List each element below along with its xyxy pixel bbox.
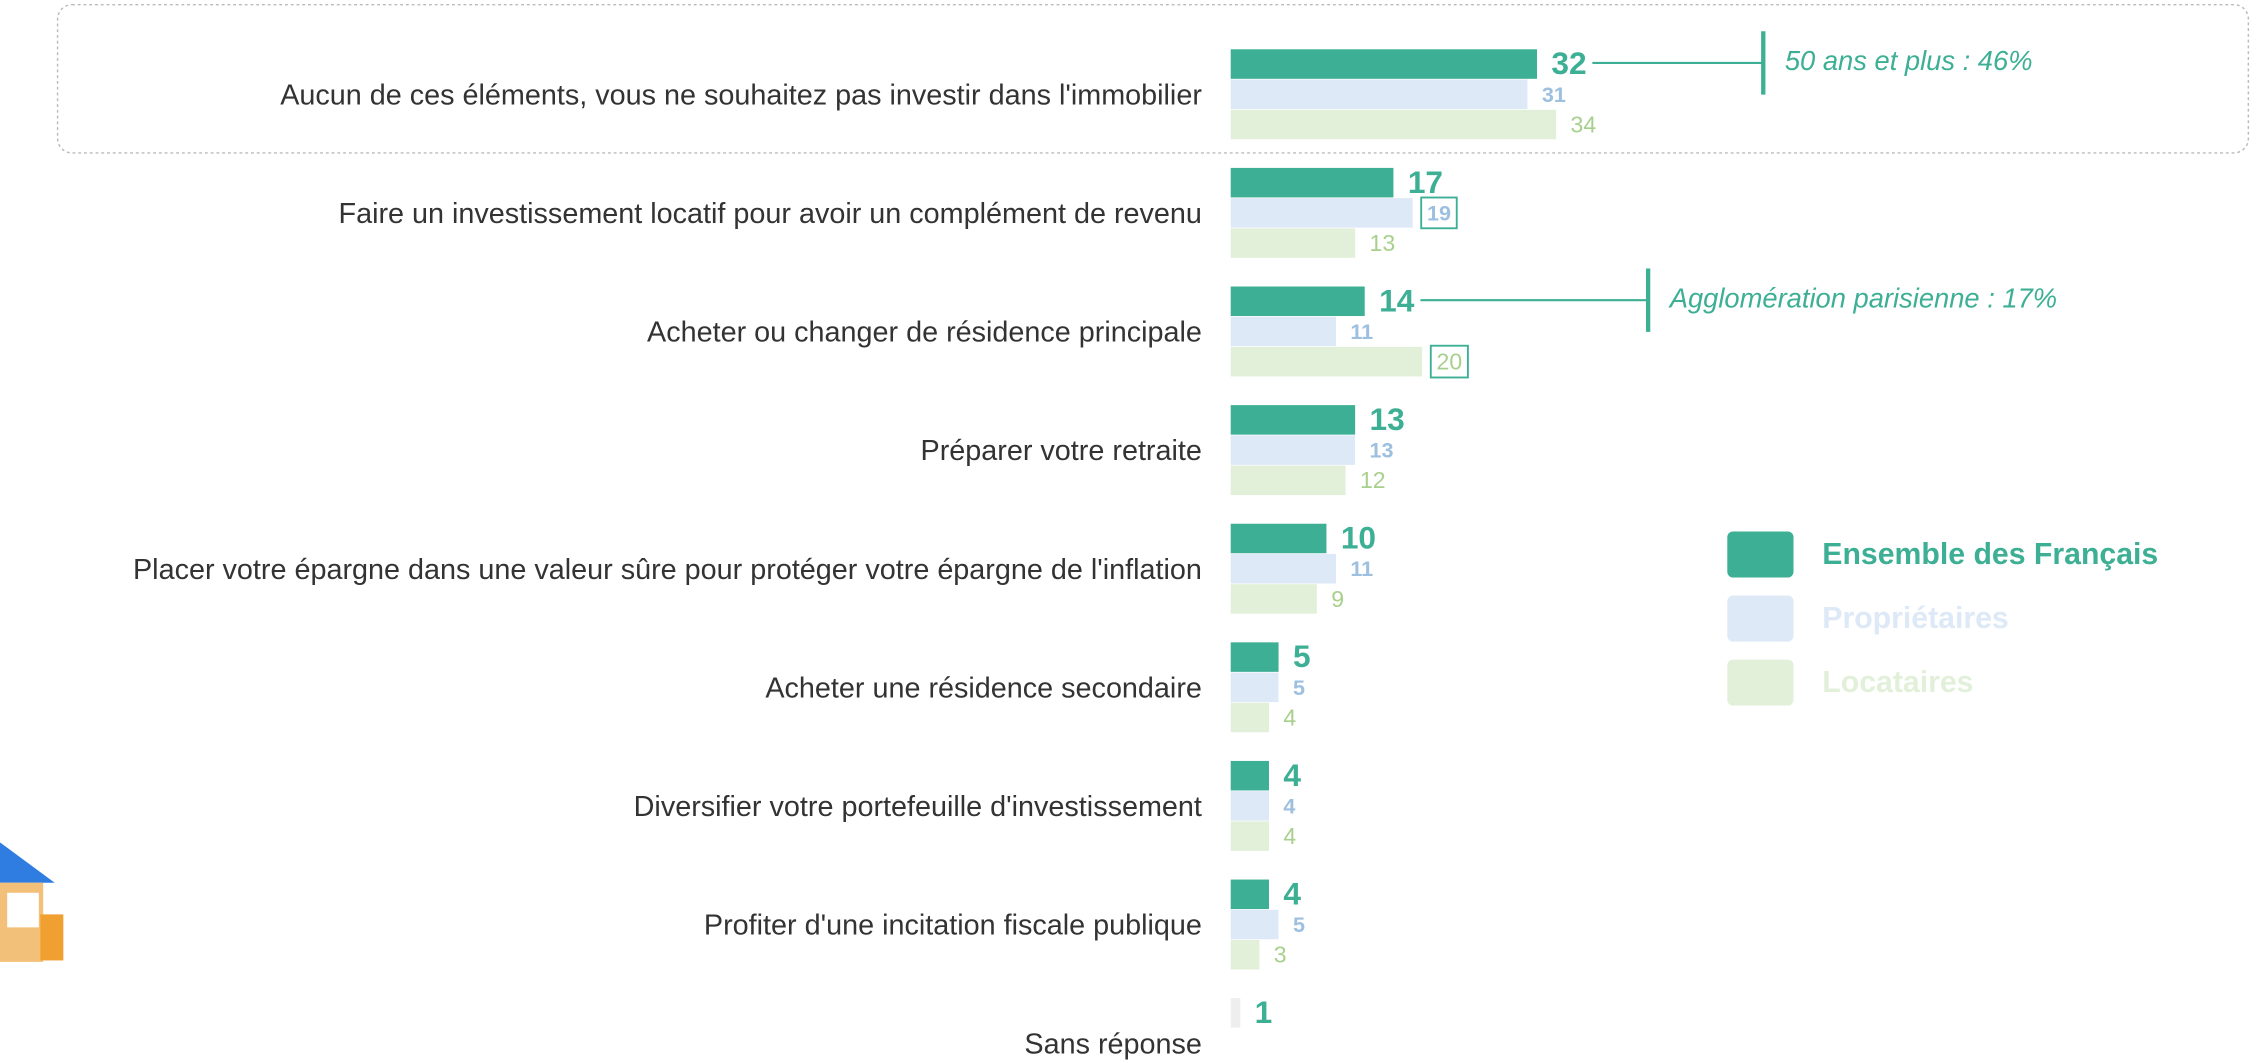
category-label: Aucun de ces éléments, vous ne souhaitez…	[280, 79, 1202, 111]
value-label: 13	[1370, 401, 1405, 437]
bar	[1230, 79, 1528, 110]
category-label: Placer votre épargne dans une valeur sûr…	[133, 554, 1202, 586]
legend-swatch	[1727, 531, 1794, 578]
value-label: 9	[1331, 586, 1344, 612]
value-label: 19	[1427, 200, 1451, 225]
value-label: 20	[1437, 349, 1463, 375]
value-label: 4	[1283, 823, 1296, 849]
legend-label: Locataires	[1822, 666, 1973, 699]
category-label: Faire un investissement locatif pour avo…	[339, 198, 1202, 230]
bar	[1230, 672, 1279, 703]
category-label: Diversifier votre portefeuille d'investi…	[634, 791, 1202, 823]
value-label: 5	[1293, 912, 1305, 937]
bar	[1230, 821, 1269, 851]
value-label: 34	[1571, 111, 1597, 137]
bar	[1230, 642, 1279, 672]
legend-swatch	[1727, 659, 1794, 706]
value-label: 17	[1408, 164, 1443, 200]
bar	[1230, 879, 1269, 910]
bar	[1230, 702, 1269, 733]
value-label: 11	[1350, 556, 1373, 581]
bar	[1230, 316, 1336, 347]
value-label: 1	[1255, 994, 1273, 1030]
category-label: Profiter d'une incitation fiscale publiq…	[704, 910, 1202, 942]
bar	[1230, 346, 1423, 377]
value-label: 4	[1283, 875, 1301, 911]
bar	[1230, 465, 1346, 496]
bar	[1230, 791, 1269, 821]
bar	[1230, 584, 1317, 614]
value-highlight	[1429, 344, 1469, 379]
bar	[1230, 760, 1269, 791]
bar	[1230, 553, 1336, 584]
value-label: 31	[1542, 82, 1566, 107]
bar	[1230, 109, 1557, 140]
value-label: 10	[1341, 520, 1376, 556]
bar	[1230, 909, 1279, 940]
value-label: 13	[1370, 438, 1394, 463]
value-label: 14	[1379, 282, 1415, 318]
category-label: Acheter ou changer de résidence principa…	[647, 317, 1202, 349]
bar	[1230, 286, 1365, 317]
bar	[1230, 167, 1394, 198]
legend-swatch	[1727, 595, 1794, 642]
value-label: 5	[1293, 675, 1305, 700]
value-label: 4	[1283, 704, 1296, 730]
value-highlight	[1420, 196, 1458, 230]
category-label: Sans réponse	[1024, 1028, 1202, 1060]
bar	[1230, 940, 1260, 970]
bar	[1230, 998, 1241, 1028]
value-label: 32	[1551, 45, 1586, 81]
logo	[0, 842, 64, 962]
value-label: 4	[1283, 757, 1301, 793]
bar	[1230, 228, 1356, 258]
bar	[1230, 198, 1413, 228]
bar	[1230, 405, 1356, 435]
bar	[1230, 49, 1538, 79]
value-label: 4	[1283, 793, 1295, 818]
legend-label: Propriétaires	[1822, 602, 2008, 635]
legend-label: Ensemble des Français	[1822, 538, 2158, 571]
category-label: Préparer votre retraite	[921, 435, 1202, 467]
bar	[1230, 435, 1356, 465]
value-label: 11	[1350, 319, 1373, 344]
annotation: 50 ans et plus : 46%	[1785, 45, 2033, 76]
value-label: 12	[1360, 467, 1386, 493]
value-label: 5	[1293, 638, 1311, 674]
annotation: Agglomération parisienne : 17%	[1668, 282, 2057, 313]
value-label: 3	[1274, 942, 1287, 968]
category-label: Acheter une résidence secondaire	[765, 672, 1202, 704]
value-label: 13	[1370, 230, 1396, 256]
bar	[1230, 523, 1327, 554]
